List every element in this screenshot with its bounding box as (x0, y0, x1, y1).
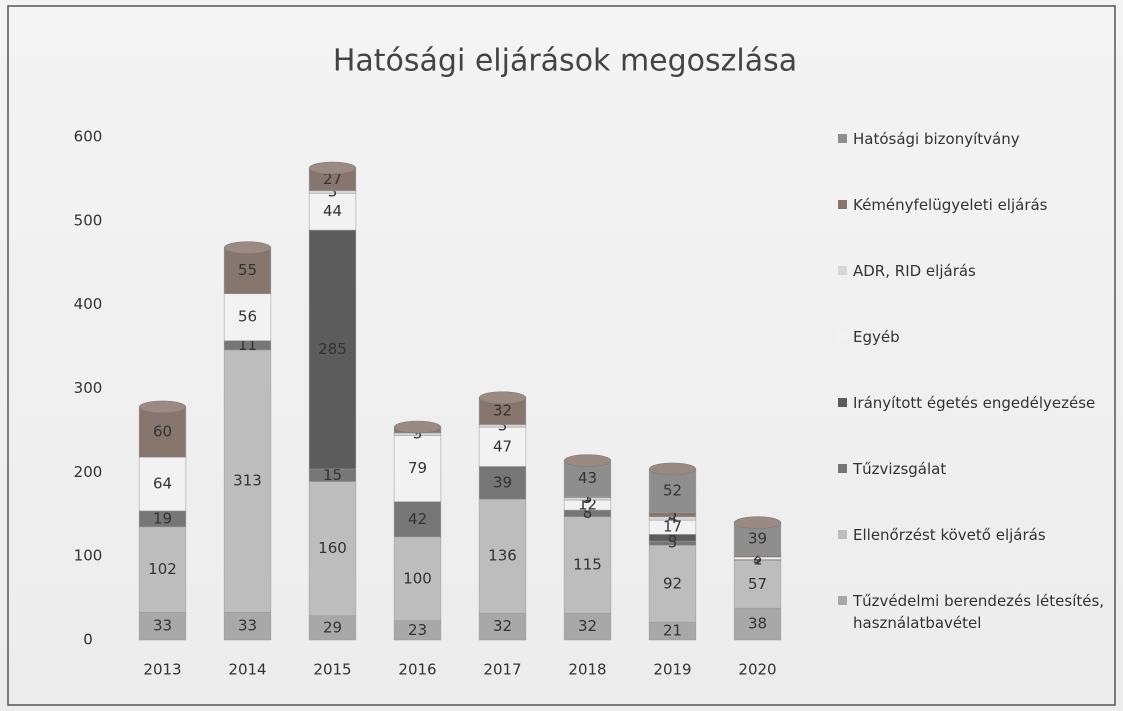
cylinder-top (309, 162, 356, 174)
legend-item: Kéményfelügyeleti eljárás (838, 194, 1118, 260)
legend-swatch (838, 332, 847, 341)
data-label: 55 (238, 261, 257, 279)
legend-label: Tűzvizsgálat (853, 458, 946, 480)
cylinder-top (649, 463, 696, 475)
data-label: 136 (488, 547, 517, 565)
cylinder-top (734, 517, 781, 529)
data-label: 64 (153, 475, 172, 493)
data-label: 43 (578, 469, 597, 487)
data-label: 39 (748, 529, 767, 547)
data-label: 92 (663, 574, 682, 592)
legend-item: Hatósági bizonyítvány (838, 128, 1118, 194)
legend-label: Ellenőrzést követő eljárás (853, 524, 1046, 546)
data-label: 29 (323, 618, 342, 636)
y-tick-label: 400 (74, 295, 103, 313)
data-label: 33 (153, 617, 172, 635)
x-tick-label: 2018 (568, 661, 606, 679)
data-label: 32 (578, 617, 597, 635)
legend-swatch (838, 266, 847, 275)
data-label: 160 (318, 539, 347, 557)
legend-item: Tűzvizsgálat (838, 458, 1118, 524)
chart-page: Hatósági eljárások megoszlása 0 100 200 300… (0, 0, 1123, 711)
legend-swatch (838, 200, 847, 209)
data-label: 23 (408, 621, 427, 639)
data-label: 39 (493, 473, 512, 491)
data-label: 19 (153, 509, 172, 527)
data-label: 47 (493, 437, 512, 455)
y-tick-label: 100 (74, 547, 103, 565)
legend-swatch (838, 398, 847, 407)
legend-swatch (838, 134, 847, 143)
x-tick-label: 2019 (653, 661, 691, 679)
data-label: 57 (748, 575, 767, 593)
legend-label: Irányított égetés engedélyezése (853, 392, 1095, 414)
data-label: 313 (233, 472, 262, 490)
legend-label: Hatósági bizonyítvány (853, 128, 1020, 150)
legend-item: ADR, RID eljárás (838, 260, 1118, 326)
data-label: 60 (153, 423, 172, 441)
y-tick-label: 600 (74, 128, 103, 146)
data-label: 42 (408, 510, 427, 528)
cylinder-top (479, 392, 526, 404)
data-label: 79 (408, 459, 427, 477)
data-label: 44 (323, 202, 342, 220)
cylinder-top (564, 455, 611, 467)
legend-label: Tűzvédelmi berendezés létesítés, használ… (853, 590, 1118, 634)
y-tick-label: 300 (74, 379, 103, 397)
data-label: 102 (148, 560, 177, 578)
data-label: 100 (403, 569, 432, 587)
data-label: 285 (318, 340, 347, 358)
legend: Hatósági bizonyítvány Kéményfelügyeleti e… (838, 128, 1118, 656)
cylinder-top (224, 242, 271, 254)
x-tick-label: 2017 (483, 661, 521, 679)
data-label: 21 (663, 622, 682, 640)
legend-swatch (838, 530, 847, 539)
data-label: 115 (573, 555, 602, 573)
legend-swatch (838, 596, 847, 605)
y-tick-label: 0 (83, 631, 93, 649)
legend-swatch (838, 464, 847, 473)
data-label: 33 (238, 617, 257, 635)
x-tick-label: 2014 (228, 661, 266, 679)
x-tick-label: 2015 (313, 661, 351, 679)
legend-item: Irányított égetés engedélyezése (838, 392, 1118, 458)
x-tick-label: 2020 (738, 661, 776, 679)
legend-label: Kéményfelügyeleti eljárás (853, 194, 1048, 216)
chart-title: Hatósági eljárások megoszlása (333, 44, 797, 79)
cylinder-top (394, 421, 441, 433)
data-label: 52 (663, 481, 682, 499)
legend-item: Egyéb (838, 326, 1118, 392)
data-label: 38 (748, 615, 767, 633)
x-tick-label: 2013 (143, 661, 181, 679)
x-tick-label: 2016 (398, 661, 436, 679)
data-label: 56 (238, 308, 257, 326)
legend-item: Tűzvédelmi berendezés létesítés, használ… (838, 590, 1118, 656)
data-label: 32 (493, 402, 512, 420)
legend-item: Ellenőrzést követő eljárás (838, 524, 1118, 590)
legend-label: ADR, RID eljárás (853, 260, 976, 282)
cylinder-top (139, 401, 186, 413)
y-tick-label: 500 (74, 211, 103, 229)
y-tick-label: 200 (74, 463, 103, 481)
data-label: 32 (493, 617, 512, 635)
legend-label: Egyéb (853, 326, 900, 348)
